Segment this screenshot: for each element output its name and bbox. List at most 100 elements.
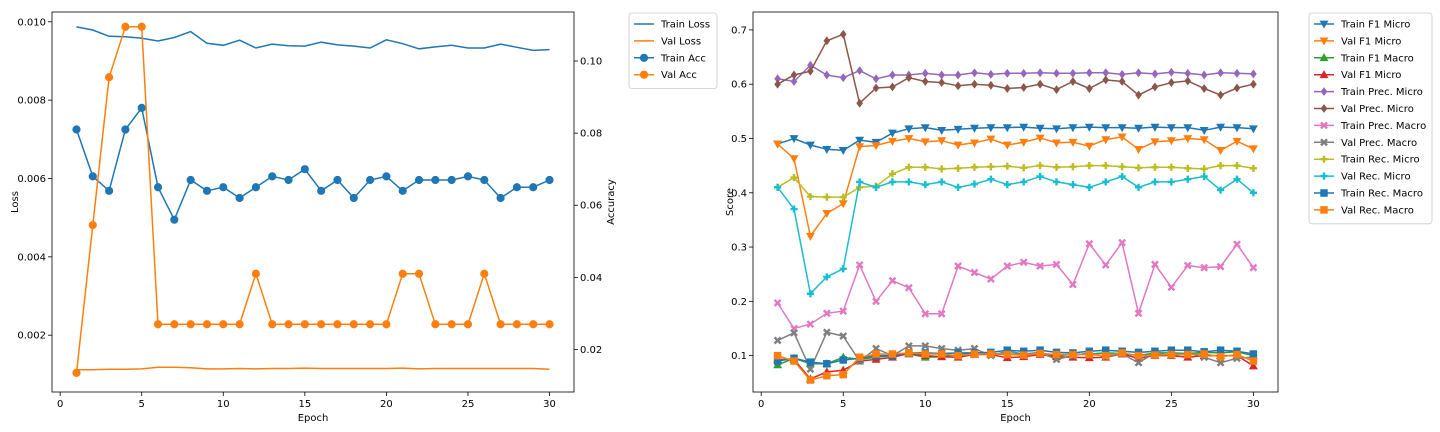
y-tick-label: 0.1 (731, 351, 747, 362)
data-point (954, 164, 962, 172)
data-point (333, 320, 342, 329)
data-point (953, 141, 963, 150)
legend-label: Val Loss (661, 36, 701, 47)
data-point (1167, 163, 1175, 171)
legend-box (1308, 12, 1433, 225)
data-point (300, 320, 309, 329)
data-point (1249, 357, 1258, 365)
data-point (1052, 139, 1061, 148)
x-tick-label: 10 (217, 399, 230, 410)
plot-area (773, 29, 1258, 384)
data-point (905, 73, 913, 83)
data-point (1085, 350, 1094, 359)
data-point (888, 276, 897, 285)
data-point (1117, 124, 1127, 133)
data-point (153, 183, 163, 192)
y-axis-label: Loss (10, 191, 21, 213)
legend-item: Val Rec. Macro (1314, 205, 1414, 216)
data-point (856, 98, 863, 108)
data-point (1217, 90, 1224, 100)
data-point (1069, 181, 1077, 189)
data-point (480, 175, 489, 185)
data-point (790, 70, 798, 80)
series-val-rec-macro (773, 349, 1258, 384)
data-point (954, 81, 962, 91)
data-point (1232, 137, 1242, 146)
x-tick-label: 0 (758, 399, 764, 410)
data-point (1166, 124, 1176, 133)
y-tick-label: 0.010 (17, 17, 46, 28)
legend-box (628, 12, 718, 89)
x-tick-label: 0 (57, 399, 63, 410)
data-point (1168, 67, 1175, 77)
data-point (1002, 124, 1012, 133)
data-point (1233, 162, 1241, 170)
data-point (1150, 138, 1160, 147)
data-point (905, 349, 913, 357)
data-point (806, 358, 815, 366)
data-point (1151, 82, 1159, 92)
data-point (1249, 189, 1257, 197)
data-point (954, 183, 962, 191)
data-point (431, 320, 440, 329)
legend-marker (1320, 121, 1328, 130)
data-point (1069, 77, 1077, 86)
series-train-prec-micro (774, 60, 1257, 86)
data-point (823, 193, 831, 201)
legend-item: Val Prec. Macro (1314, 138, 1417, 149)
data-point (1167, 178, 1175, 186)
data-point (822, 145, 832, 154)
series-train-acc (72, 103, 554, 224)
data-point (774, 183, 782, 191)
data-point (838, 147, 848, 156)
data-point (1036, 262, 1045, 270)
data-point (1216, 123, 1226, 132)
data-point (1216, 346, 1225, 354)
data-point (349, 320, 358, 329)
data-point (921, 309, 930, 318)
data-point (938, 178, 946, 186)
data-point (839, 307, 848, 316)
data-point (773, 140, 783, 149)
data-point (839, 193, 847, 201)
data-point (937, 350, 946, 358)
data-point (104, 73, 114, 82)
data-point (1020, 83, 1028, 92)
legend-label: Train Prec. Micro (1340, 87, 1423, 98)
data-point (1151, 178, 1159, 186)
data-point (871, 142, 881, 151)
data-point (480, 269, 489, 278)
data-point (938, 70, 945, 80)
data-point (398, 269, 407, 278)
data-point (807, 66, 814, 76)
data-point (1184, 68, 1192, 78)
data-point (888, 170, 897, 178)
data-point (1052, 125, 1061, 134)
x-tick-label: 10 (919, 399, 932, 410)
legend-item: Train Rec. Micro (1314, 155, 1420, 166)
series-line (777, 64, 1254, 83)
data-point (1250, 69, 1257, 79)
data-point (1248, 125, 1258, 134)
data-point (1101, 136, 1111, 145)
data-point (1150, 123, 1160, 132)
y-tick-label: 0.3 (731, 243, 747, 254)
data-point (805, 141, 815, 150)
legend-label: Val F1 Micro (1341, 70, 1401, 81)
y2-tick-label: 0.06 (580, 201, 602, 212)
data-point (938, 78, 945, 88)
data-point (855, 353, 864, 361)
data-point (773, 299, 782, 307)
data-point (1101, 351, 1110, 360)
legend-item: Train Acc (634, 53, 706, 64)
data-point (987, 350, 995, 358)
data-point (219, 183, 228, 192)
legend-marker (1320, 206, 1328, 214)
legend-marker (1320, 138, 1328, 147)
axes-frame (752, 11, 1279, 393)
data-point (1134, 145, 1143, 154)
legend-marker (639, 70, 649, 79)
data-point (414, 269, 424, 278)
data-point (1216, 147, 1226, 156)
data-point (823, 70, 831, 80)
